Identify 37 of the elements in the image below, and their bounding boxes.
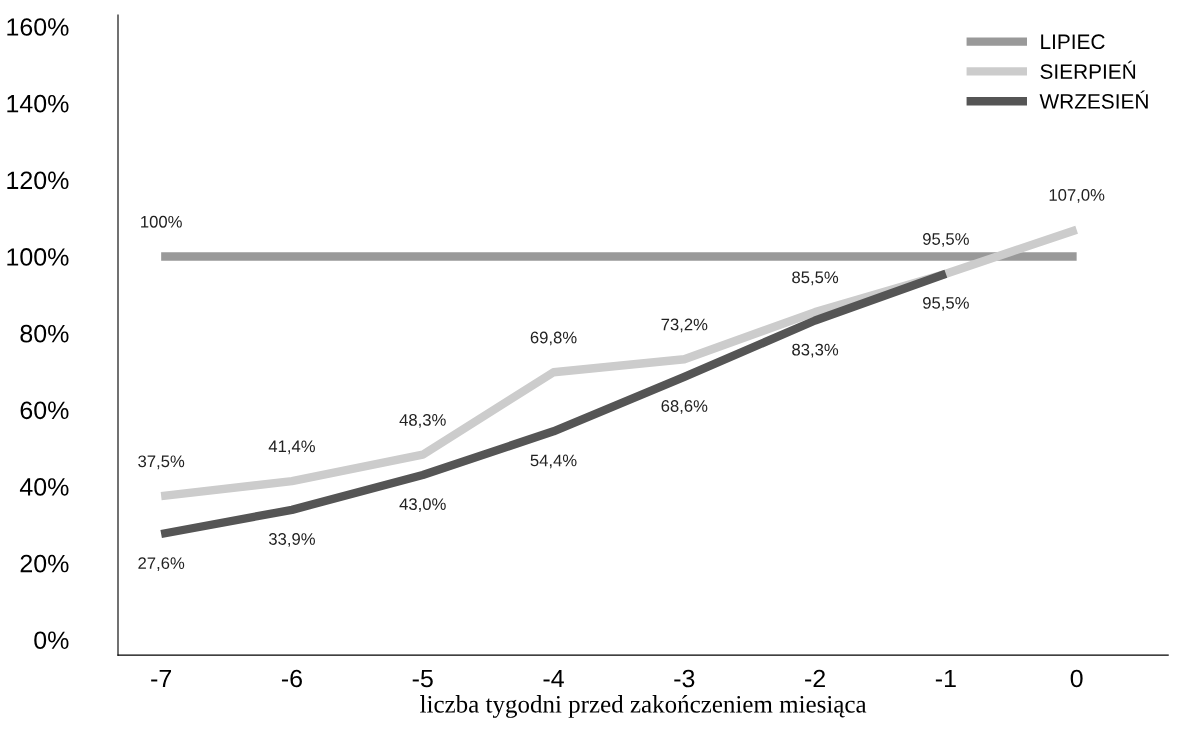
y-tick-label: 0% (34, 631, 69, 650)
x-tick-label: -5 (412, 669, 433, 688)
x-tick-label: -7 (151, 669, 172, 688)
data-label: 100% (141, 215, 182, 228)
x-tick-label: -1 (935, 669, 956, 688)
data-label: 95,5% (923, 296, 969, 311)
data-label: 43,0% (399, 498, 446, 512)
data-label: 41,4% (268, 440, 315, 455)
data-label: 69,8% (530, 331, 577, 346)
data-label: 48,3% (399, 414, 446, 428)
data-label: 37,5% (138, 455, 185, 470)
y-tick-label: 160% (7, 18, 69, 36)
legend-label: WRZESIEŃ (1039, 90, 1148, 109)
y-tick-label: 120% (7, 171, 69, 190)
legend-label: SIERPIEŃ (1040, 60, 1136, 79)
data-label: 68,6% (661, 400, 708, 414)
x-tick-label: -3 (674, 669, 695, 688)
y-tick-label: 80% (20, 324, 69, 343)
data-label: 83,3% (792, 343, 839, 358)
y-tick-label: 40% (19, 478, 69, 496)
data-label: 54,4% (530, 454, 577, 469)
x-tick-label: -4 (543, 669, 564, 688)
data-label: 95,5% (923, 233, 969, 247)
data-label: 107,0% (1049, 189, 1105, 203)
legend-label: LIPIEC (1041, 34, 1105, 50)
y-tick-label: 20% (20, 554, 69, 573)
data-label: 85,5% (792, 271, 839, 286)
data-label: 27,6% (138, 557, 185, 571)
x-tick-label: 0 (1070, 669, 1083, 688)
x-tick-label: -2 (805, 669, 825, 688)
data-label: 33,9% (268, 533, 315, 547)
data-label: 73,2% (661, 318, 708, 333)
x-axis-title: liczba tygodni przed zakończeniem miesiąca (420, 695, 867, 718)
y-tick-label: 60% (20, 401, 69, 420)
y-tick-label: 100% (7, 248, 69, 266)
x-tick-label: -6 (281, 669, 302, 688)
y-tick-label: 140% (7, 94, 69, 113)
